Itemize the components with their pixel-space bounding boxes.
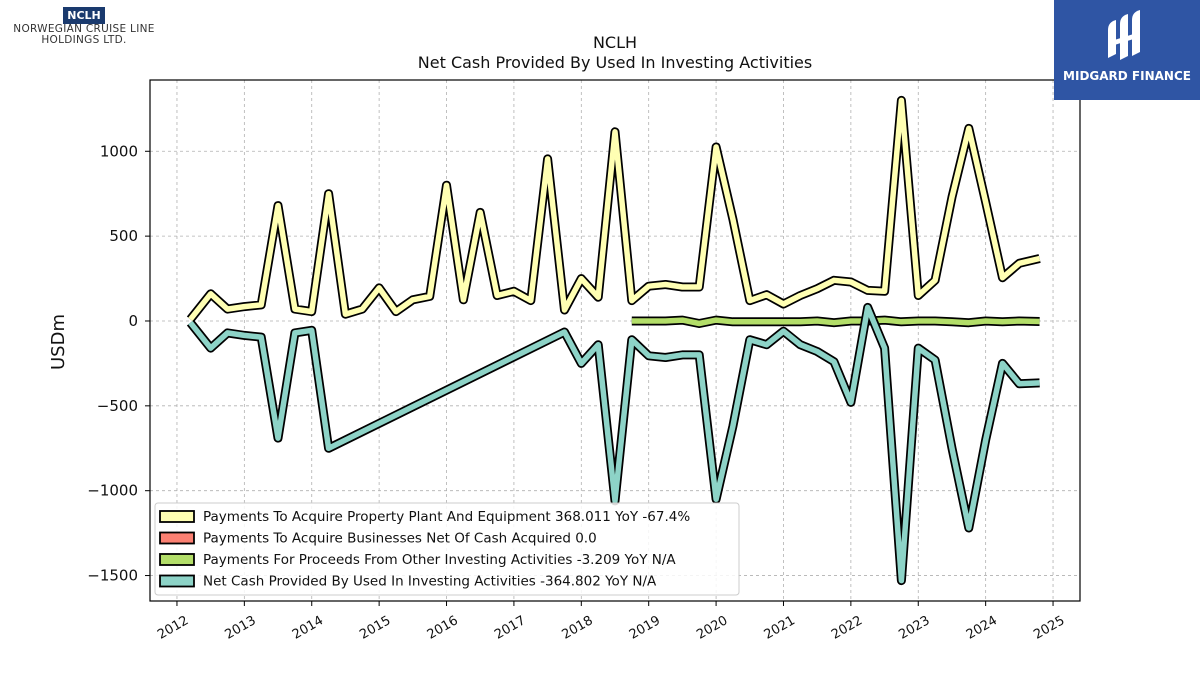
x-tick-label: 2014 xyxy=(290,613,326,643)
legend-swatch xyxy=(159,574,195,588)
y-tick-label: 1000 xyxy=(100,142,138,160)
legend: Payments To Acquire Property Plant And E… xyxy=(154,502,740,596)
x-tick-label: 2023 xyxy=(896,613,932,643)
x-tick-label: 2016 xyxy=(425,613,461,643)
chart-subtitle: Net Cash Provided By Used In Investing A… xyxy=(418,53,812,72)
y-tick-label: 500 xyxy=(109,227,138,245)
x-tick-label: 2018 xyxy=(559,613,595,643)
series-layer xyxy=(186,95,1041,586)
x-tick-label: 2021 xyxy=(762,613,798,643)
legend-label: Payments To Acquire Property Plant And E… xyxy=(203,509,690,525)
legend-box xyxy=(154,502,740,596)
nclh-logo-line1: NORWEGIAN CRUISE LINE xyxy=(13,23,155,35)
legend-label: Net Cash Provided By Used In Investing A… xyxy=(203,574,657,590)
series-line-3 xyxy=(188,304,1040,584)
y-tick-label: 0 xyxy=(128,312,138,330)
legend-swatch xyxy=(159,510,195,523)
chart-title: NCLH xyxy=(593,33,637,52)
nclh-logo-badge: NCLH xyxy=(63,7,105,24)
x-tick-label: 2025 xyxy=(1031,613,1067,643)
x-tick-label: 2024 xyxy=(964,613,1000,643)
y-tick-label: −1000 xyxy=(87,482,138,500)
legend-label: Payments To Acquire Businesses Net Of Ca… xyxy=(203,531,597,547)
legend-swatch xyxy=(159,531,195,545)
x-tick-label: 2015 xyxy=(357,613,393,643)
x-tick-label: 2019 xyxy=(627,613,663,643)
midgard-logo-text: MIDGARD FINANCE xyxy=(1063,69,1191,83)
y-tick-label: −500 xyxy=(97,397,138,415)
x-tick-label: 2013 xyxy=(223,613,259,643)
y-axis-label: USDm xyxy=(48,314,69,370)
x-tick-label: 2020 xyxy=(694,613,730,643)
plot-frame xyxy=(149,79,1081,602)
x-tick-label: 2022 xyxy=(829,613,865,643)
legend-label: Payments For Proceeds From Other Investi… xyxy=(203,552,676,568)
y-tick-label: −1500 xyxy=(87,567,138,585)
nclh-logo-line2: HOLDINGS LTD. xyxy=(41,34,127,46)
x-tick-label: 2017 xyxy=(492,613,528,643)
nclh-logo: NCLH NORWEGIAN CRUISE LINE HOLDINGS LTD. xyxy=(4,4,164,46)
midgard-emblem-icon xyxy=(1108,10,1140,60)
legend-swatch xyxy=(159,553,195,566)
x-tick-label: 2012 xyxy=(155,613,191,643)
series-line-0 xyxy=(188,97,1041,322)
midgard-finance-logo: MIDGARD FINANCE xyxy=(1054,0,1200,100)
series-line-2 xyxy=(631,317,1040,327)
